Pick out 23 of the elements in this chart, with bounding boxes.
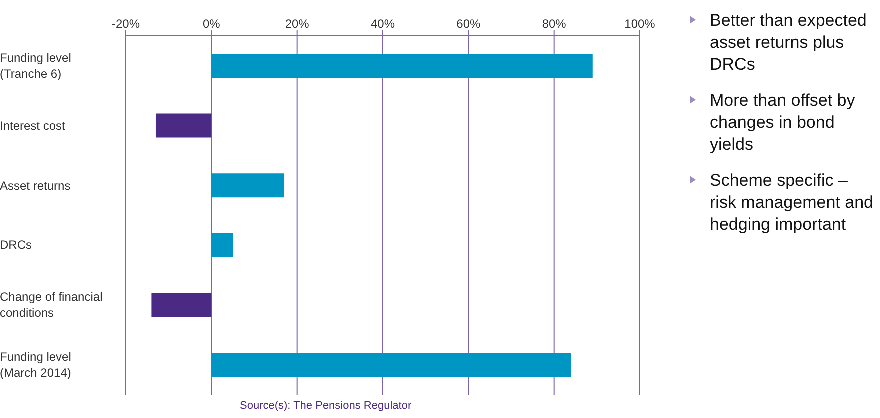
x-tick-label: 100%	[624, 17, 656, 31]
y-tick-label: Asset returns	[0, 178, 71, 194]
x-tick-label: 80%	[542, 17, 567, 31]
text: Better than expected asset returns plus DRCs	[710, 11, 867, 74]
y-tick-label: Interest cost	[0, 118, 66, 134]
x-tick-label: 60%	[456, 17, 481, 31]
text: Scheme specific – risk management and hedging important	[710, 171, 874, 234]
bar	[212, 353, 572, 378]
y-tick-label: Funding level (March 2014)	[0, 349, 72, 382]
x-tick-label: -20%	[112, 17, 140, 31]
bar	[152, 293, 212, 318]
bar	[212, 174, 284, 198]
y-tick-label: DRCs	[0, 237, 32, 254]
y-tick-label: Change of financial conditions	[0, 289, 104, 322]
bar	[212, 54, 593, 78]
text: More than offset by changes in bond yields	[710, 91, 856, 154]
bar	[212, 233, 234, 258]
x-tick-label: 0%	[202, 17, 221, 31]
x-tick-label: 20%	[285, 17, 310, 31]
source-note: Source(s): The Pensions Regulator	[240, 400, 412, 412]
y-tick-label: Funding level (Tranche 6)	[0, 50, 72, 82]
x-tick-label: 40%	[370, 17, 396, 31]
bar	[156, 114, 212, 138]
